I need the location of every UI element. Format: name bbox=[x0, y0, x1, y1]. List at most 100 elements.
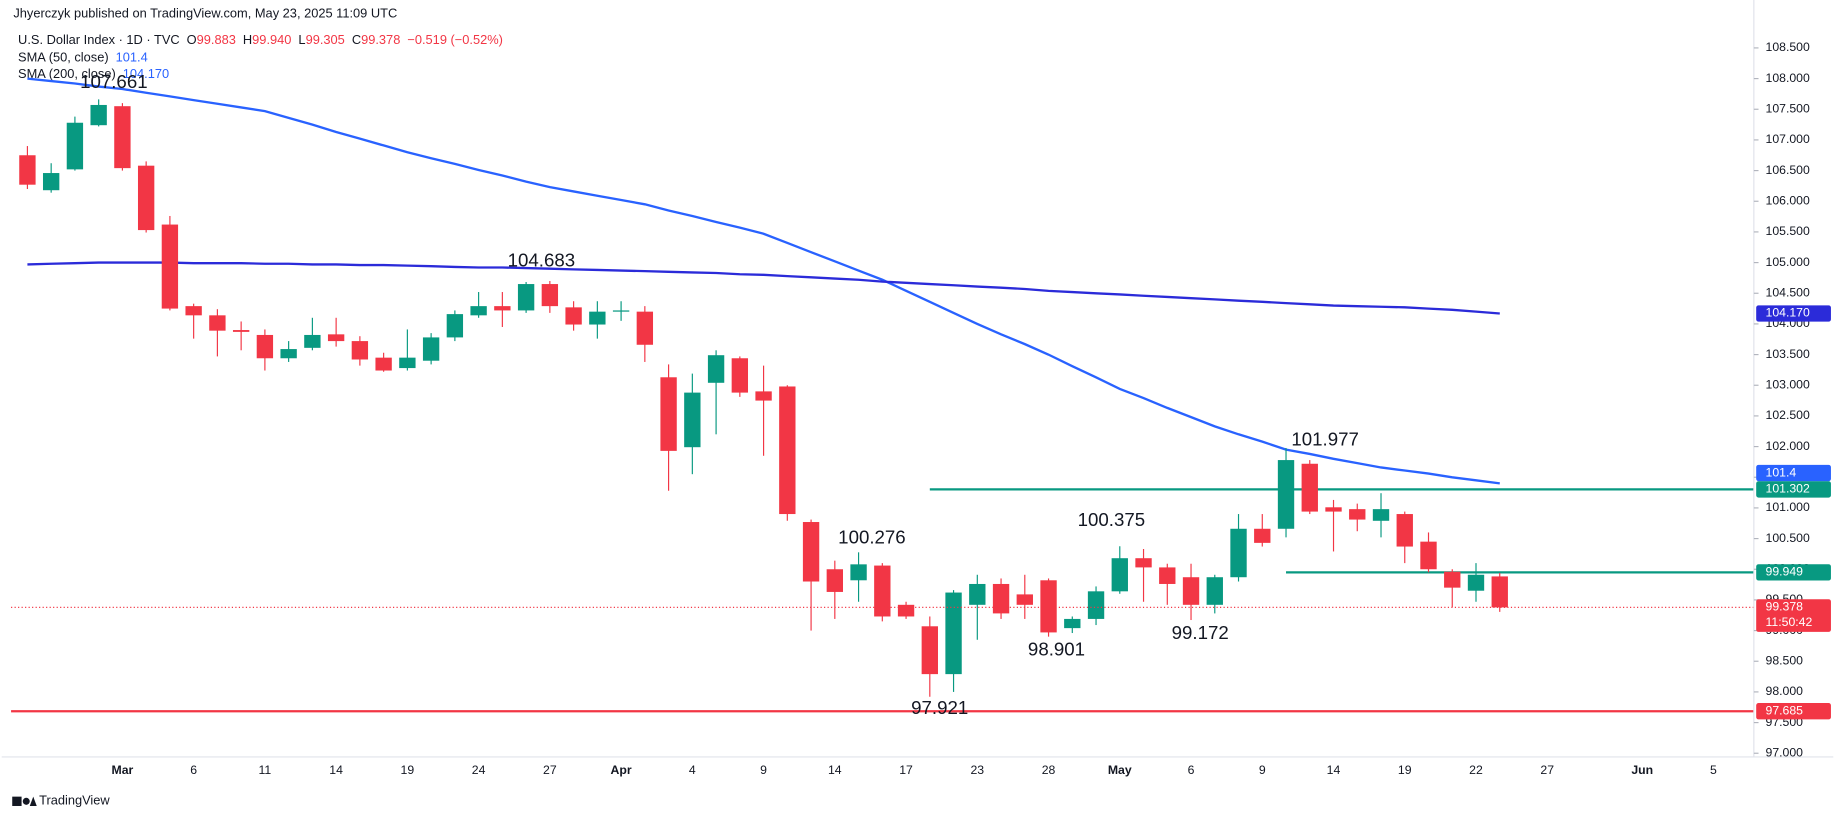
candle-body bbox=[992, 583, 1010, 614]
x-tick-label: 6 bbox=[1188, 763, 1195, 777]
x-tick-label: Mar bbox=[112, 763, 134, 777]
candle-body bbox=[612, 310, 630, 312]
candle-body bbox=[1064, 618, 1081, 629]
candle-body bbox=[280, 349, 297, 359]
candle-body bbox=[660, 377, 677, 451]
candle-body bbox=[375, 357, 392, 371]
x-tick-label: 19 bbox=[1398, 763, 1412, 777]
x-tick-label: 6 bbox=[190, 763, 197, 777]
candle-body bbox=[327, 334, 345, 342]
candle-body bbox=[1396, 514, 1413, 547]
annotation: 100.375 bbox=[1078, 509, 1146, 530]
candle-body bbox=[1040, 580, 1057, 633]
candle-body bbox=[137, 165, 155, 231]
candle-body bbox=[1420, 541, 1437, 570]
candle-body bbox=[1301, 463, 1318, 512]
x-tick-label: 23 bbox=[970, 763, 984, 777]
price-badge bbox=[1756, 703, 1831, 720]
price-badge-label: 104.170 bbox=[1766, 306, 1810, 320]
x-tick-label: 27 bbox=[543, 763, 557, 777]
candle-body bbox=[1135, 558, 1152, 568]
x-tick-label: 14 bbox=[828, 763, 842, 777]
annotation: 104.683 bbox=[508, 250, 576, 271]
y-tick-label: 105.000 bbox=[1766, 255, 1810, 269]
x-tick-label: 11 bbox=[259, 763, 272, 777]
x-tick-label: 9 bbox=[1259, 763, 1266, 777]
ohlc-value: 99.940 bbox=[252, 32, 291, 47]
candle-body bbox=[90, 104, 107, 126]
ohlc-key: O bbox=[187, 32, 197, 47]
candle-body bbox=[541, 284, 559, 307]
candle-body bbox=[850, 564, 867, 581]
countdown: 11:50:42 bbox=[1766, 615, 1813, 629]
footer-logo bbox=[12, 796, 37, 806]
candle-body bbox=[1254, 528, 1271, 543]
candle-body bbox=[565, 307, 582, 325]
candle-body bbox=[1467, 574, 1485, 591]
x-tick-label: 14 bbox=[1327, 763, 1341, 777]
candle-body bbox=[779, 386, 796, 515]
price-badge-label: 101.302 bbox=[1766, 482, 1810, 496]
legend-value: 104.170 bbox=[123, 66, 169, 81]
price-badge-label: 101.4 bbox=[1766, 465, 1797, 479]
sma-line bbox=[27, 77, 1500, 485]
y-tick-label: 101.000 bbox=[1766, 500, 1810, 514]
candle-body bbox=[470, 306, 487, 316]
x-tick-label: 4 bbox=[689, 763, 696, 777]
candle-body bbox=[19, 155, 36, 185]
candle-body bbox=[589, 311, 606, 325]
price-badge bbox=[1756, 305, 1831, 322]
candle-body bbox=[42, 173, 60, 191]
annotation: 101.977 bbox=[1291, 428, 1359, 449]
ohlc-key: C bbox=[352, 32, 361, 47]
x-tick-label: Jun bbox=[1631, 763, 1653, 777]
candle-body bbox=[731, 358, 749, 393]
candle-body bbox=[1087, 591, 1105, 619]
y-tick-label: 103.500 bbox=[1766, 347, 1810, 361]
candle-body bbox=[114, 106, 131, 169]
price-badge bbox=[1756, 481, 1831, 498]
sma-line bbox=[27, 261, 1500, 315]
candle-body bbox=[945, 592, 962, 675]
candle-body bbox=[826, 569, 843, 592]
candle-body bbox=[1159, 567, 1176, 584]
x-tick-label: 22 bbox=[1469, 763, 1483, 777]
candle-body bbox=[1206, 577, 1223, 605]
x-tick-label: 24 bbox=[472, 763, 486, 777]
annotation: 100.276 bbox=[838, 526, 906, 547]
legend-name: SMA (200, close) bbox=[18, 66, 116, 81]
y-tick-label: 108.000 bbox=[1766, 71, 1810, 85]
price-axis-bg bbox=[1753, 0, 1834, 820]
x-tick-label: 19 bbox=[401, 763, 415, 777]
candle-body bbox=[969, 583, 986, 605]
x-tick-label: 5 bbox=[1710, 763, 1717, 777]
price-badge-label: 99.949 bbox=[1766, 565, 1804, 579]
candle-body bbox=[874, 565, 891, 617]
ohlc-value: 99.305 bbox=[306, 32, 345, 47]
candle-body bbox=[494, 306, 511, 311]
candle-body bbox=[66, 122, 84, 170]
symbol-name: U.S. Dollar Index · 1D · TVC bbox=[18, 32, 180, 47]
x-tick-label: Apr bbox=[611, 763, 632, 777]
price-badge bbox=[1756, 564, 1831, 581]
candle-body bbox=[517, 284, 535, 311]
x-tick-label: May bbox=[1108, 763, 1132, 777]
candle-body bbox=[446, 314, 464, 338]
candle-body bbox=[684, 392, 701, 448]
price-badge-label: 97.685 bbox=[1766, 703, 1804, 717]
sma50-legend: SMA (50, close) 101.4 bbox=[18, 50, 148, 65]
y-tick-label: 108.500 bbox=[1766, 40, 1810, 54]
candle-body bbox=[256, 334, 274, 359]
y-tick-label: 98.000 bbox=[1766, 684, 1804, 698]
candle-body bbox=[399, 357, 416, 369]
ohlc-value: 99.378 bbox=[361, 32, 400, 47]
candle-body bbox=[161, 224, 179, 309]
y-tick-label: 97.000 bbox=[1766, 745, 1804, 759]
change: −0.519 (−0.52%) bbox=[407, 32, 503, 47]
annotation: 98.901 bbox=[1028, 639, 1085, 660]
x-tick-label: 17 bbox=[899, 763, 913, 777]
ohlc-key: L bbox=[298, 32, 305, 47]
ohlc-key: H bbox=[243, 32, 252, 47]
y-tick-label: 98.500 bbox=[1766, 653, 1804, 667]
